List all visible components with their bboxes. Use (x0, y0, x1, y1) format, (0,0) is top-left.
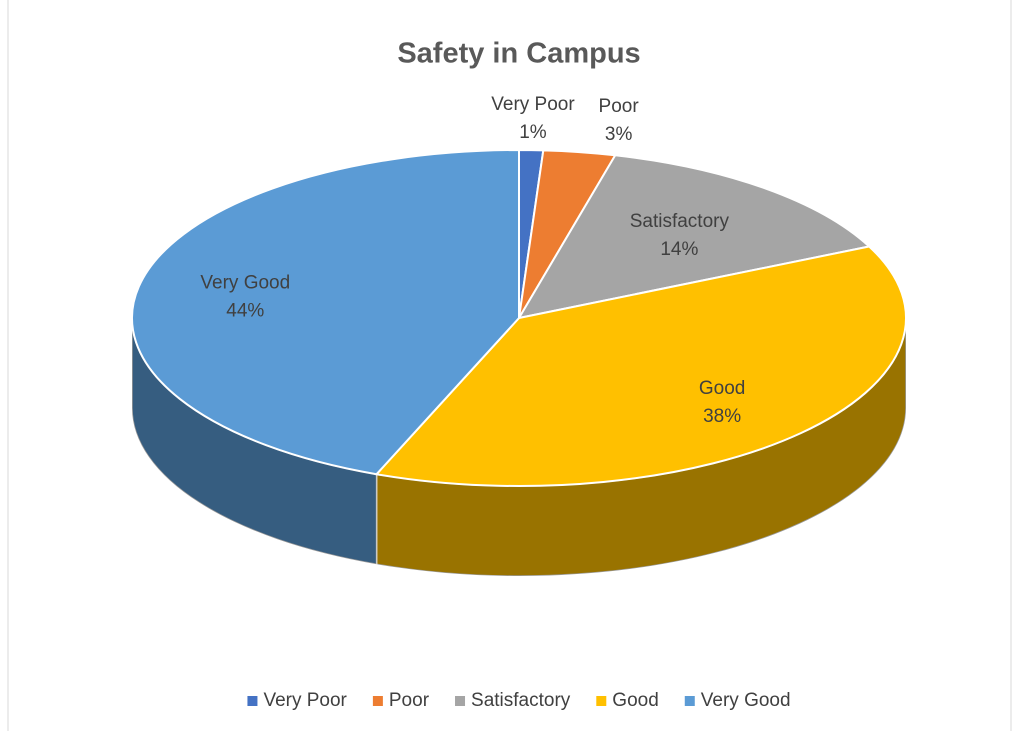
data-label-name: Poor (599, 96, 640, 117)
data-label-name: Good (699, 378, 745, 399)
pie-slice (374, 245, 907, 487)
legend-label: Very Poor (263, 690, 347, 711)
pie-side-shade (376, 318, 907, 576)
legend-label: Good (612, 690, 658, 711)
legend-label: Very Good (701, 690, 791, 711)
data-label-value: 3% (605, 124, 633, 145)
legend-swatch (247, 696, 258, 706)
legend-swatch (455, 696, 466, 706)
legend: Very Poor Poor Satisfactory Good Very Good (247, 690, 791, 711)
data-label-name: Very Good (200, 272, 290, 293)
chart-title: Safety in Campus (397, 38, 640, 70)
pie-slice (516, 154, 872, 320)
data-label-value: 14% (660, 239, 698, 260)
data-label-value: 38% (703, 406, 741, 427)
legend-label: Poor (389, 690, 430, 711)
legend-swatch (684, 696, 695, 706)
data-label-value: 1% (519, 122, 547, 143)
pie-slice (131, 148, 520, 476)
data-label-value: 44% (226, 300, 264, 321)
legend-swatch (372, 696, 383, 706)
data-label-name: Satisfactory (630, 211, 730, 232)
legend-swatch (596, 696, 607, 706)
data-label-name: Very Poor (491, 94, 575, 115)
legend-label: Satisfactory (471, 690, 571, 711)
